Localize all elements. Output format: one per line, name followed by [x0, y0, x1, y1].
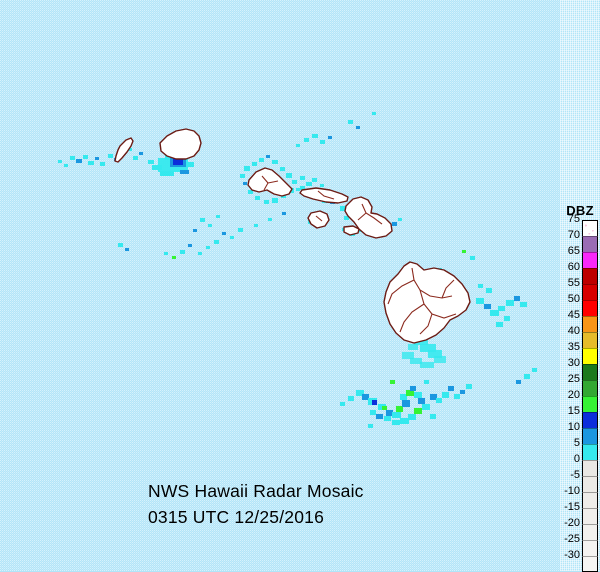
- legend-tick-label: 40: [567, 325, 580, 337]
- echo-south-of-hawaii: [340, 338, 472, 428]
- legend-title: DBZ: [566, 203, 594, 218]
- radar-map-panel: [0, 0, 560, 571]
- legend-row: 0: [562, 453, 600, 476]
- ocean-background: [0, 0, 560, 571]
- page-title: NWS Hawaii Radar Mosaic: [148, 481, 364, 501]
- legend-color-swatch: [582, 252, 598, 268]
- legend-color-swatch: [582, 332, 598, 348]
- legend-color-swatch: [582, 444, 598, 460]
- legend-color-swatch: [582, 492, 598, 508]
- legend-tick-label: 70: [567, 229, 580, 241]
- echo-kauai-oahu-channel: [118, 215, 220, 251]
- echo-northeast-scatter: [164, 112, 376, 259]
- county-boundary-layer: [261, 175, 457, 335]
- legend-row: -10: [562, 485, 600, 508]
- legend-row: 10: [562, 421, 600, 444]
- legend-row: 20: [562, 389, 600, 412]
- county-line-hawaii-d: [399, 303, 425, 333]
- legend-color-swatch: [582, 428, 598, 444]
- legend-tick-label: 10: [567, 421, 580, 433]
- legend-color-swatch: [582, 508, 598, 524]
- valid-time: 0315 UTC 12/25/2016: [148, 507, 325, 527]
- county-line-maui: [357, 203, 383, 225]
- legend-color-swatch: [582, 236, 598, 252]
- legend-row: 55: [562, 277, 600, 300]
- county-line-hawaii-b: [387, 279, 415, 305]
- legend-tick-label: 65: [567, 245, 580, 257]
- legend-tick-label: 60: [567, 261, 580, 273]
- legend-row: 50: [562, 293, 600, 316]
- legend-tick-label: 50: [567, 293, 580, 305]
- legend-row: 25: [562, 373, 600, 396]
- legend-row: 75: [562, 213, 600, 236]
- echo-east-of-hawaii: [462, 250, 537, 384]
- island-niihau: [114, 137, 134, 163]
- echo-north-of-molokai: [296, 134, 332, 147]
- legend-row: -30: [562, 549, 600, 572]
- county-line-oahu: [261, 175, 279, 191]
- legend-row: -15: [562, 501, 600, 524]
- legend-color-swatch: [582, 380, 598, 396]
- legend-color-swatch: [582, 396, 598, 412]
- legend-color-swatch: [582, 220, 598, 236]
- county-line-hawaii-a: [411, 267, 453, 299]
- legend-row: -25: [562, 533, 600, 556]
- legend-color-swatch: [582, 556, 598, 572]
- legend-swatch-list: 75 70 65 60 55 50 45 40 35 30 25 20 15 10 5 0 -5 -10 -15 -2…: [562, 213, 600, 572]
- county-line-hawaii-f: [441, 279, 455, 299]
- legend-tick-label: 35: [567, 341, 580, 353]
- legend-tick-label: 75: [567, 213, 580, 225]
- legend-tick-label: 30: [567, 357, 580, 369]
- legend-color-swatch: [582, 476, 598, 492]
- legend-tick-label: 45: [567, 309, 580, 321]
- legend-tick-label: -10: [564, 485, 580, 497]
- legend-color-swatch: [582, 524, 598, 540]
- legend-color-swatch: [582, 412, 598, 428]
- county-line-hawaii-e: [419, 313, 433, 335]
- dbz-color-legend: DBZ 75 70 65 60 55 50 45 40 35 30 25 20 15 10 5 0 -5 -10-…: [562, 203, 600, 572]
- legend-color-swatch: [582, 540, 598, 556]
- legend-tick-label: -20: [564, 517, 580, 529]
- legend-tick-label: 20: [567, 389, 580, 401]
- radar-map-svg: [0, 0, 560, 571]
- island-hawaii: [383, 261, 471, 344]
- legend-color-swatch: [582, 348, 598, 364]
- legend-color-swatch: [582, 268, 598, 284]
- island-oahu: [247, 167, 293, 197]
- island-maui: [344, 196, 393, 239]
- legend-row: 65: [562, 245, 600, 268]
- legend-color-swatch: [582, 364, 598, 380]
- legend-row: -20: [562, 517, 600, 540]
- legend-tick-label: -15: [564, 501, 580, 513]
- legend-tick-label: -25: [564, 533, 580, 545]
- legend-row: -5: [562, 469, 600, 492]
- county-line-molokai: [317, 190, 335, 200]
- legend-row: 45: [562, 309, 600, 332]
- legend-row: 40: [562, 325, 600, 348]
- island-layer: [114, 128, 471, 344]
- legend-row: 35: [562, 341, 600, 364]
- legend-tick-label: -5: [570, 469, 580, 481]
- island-lanai: [307, 210, 330, 229]
- legend-tick-label: 0: [573, 453, 580, 465]
- island-kahoolawe: [343, 225, 360, 236]
- island-kauai: [159, 128, 202, 160]
- legend-color-swatch: [582, 316, 598, 332]
- legend-tick-label: 55: [567, 277, 580, 289]
- legend-row: 70: [562, 229, 600, 252]
- legend-color-swatch: [582, 284, 598, 300]
- legend-tick-label: -30: [564, 549, 580, 561]
- legend-color-swatch: [582, 300, 598, 316]
- legend-color-swatch: [582, 460, 598, 476]
- legend-row: 15: [562, 405, 600, 428]
- legend-row: 5: [562, 437, 600, 460]
- legend-tick-label: 25: [567, 373, 580, 385]
- map-title-block: NWS Hawaii Radar Mosaic 0315 UTC 12/25/2…: [148, 478, 478, 530]
- legend-tick-label: 5: [573, 437, 580, 449]
- county-line-lanai: [315, 215, 323, 222]
- legend-row: 30: [562, 357, 600, 380]
- legend-row: 60: [562, 261, 600, 284]
- legend-tick-label: 15: [567, 405, 580, 417]
